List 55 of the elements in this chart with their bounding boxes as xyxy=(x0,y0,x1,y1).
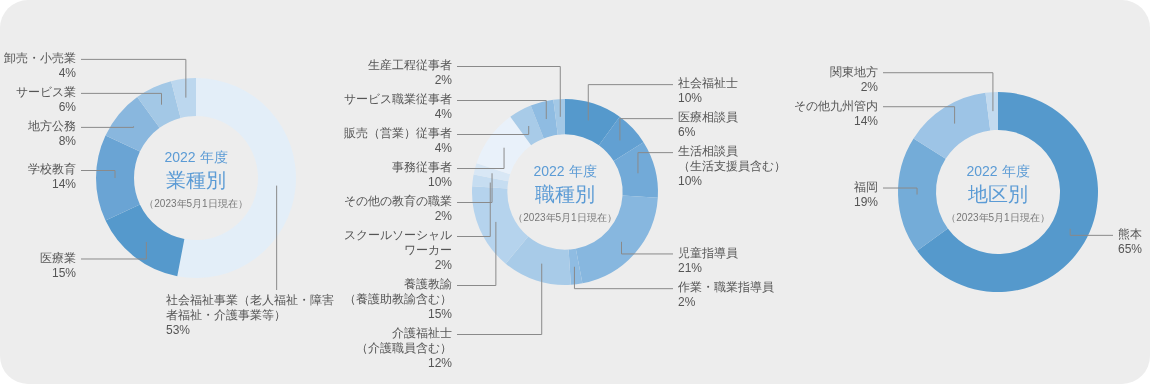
slice-label: サービス業 xyxy=(16,85,76,100)
text: 2022 年度 xyxy=(533,162,597,179)
slice-label: 社会福祉事業（老人福祉・障害者福祉・介護事業等） xyxy=(166,293,334,323)
text: 2022 年度 xyxy=(164,148,228,165)
slice-label: その他の教育の職業 xyxy=(344,194,452,209)
slice-label: 作業・職業指導員 xyxy=(677,280,774,295)
slice-label: 事務従事者 xyxy=(392,160,452,175)
text: 職種別 xyxy=(535,182,595,205)
data-label: 15% xyxy=(427,307,453,322)
data-label: 4% xyxy=(434,107,453,122)
data-label: 4% xyxy=(58,66,77,81)
data-label: 10% xyxy=(427,175,453,190)
data-label: 8% xyxy=(58,134,77,149)
data-label: 53% xyxy=(166,323,191,338)
data-label: 2% xyxy=(434,209,453,224)
data-label: 6% xyxy=(678,125,696,140)
slice-label: 関東地方 xyxy=(830,64,878,79)
slice-label: 生活相談員（生活支援員含む） xyxy=(678,144,786,174)
data-label: 2% xyxy=(678,295,696,310)
data-label: 14% xyxy=(51,177,77,192)
data-label: 10% xyxy=(678,174,703,189)
text: 業種別 xyxy=(166,168,226,191)
data-label: 15% xyxy=(51,265,77,280)
slice-label: 地方公務 xyxy=(27,119,76,134)
data-label: 4% xyxy=(434,141,453,156)
slice-label: 介護福祉士（介護職員含む） xyxy=(356,326,452,356)
slice-label: サービス職業従事者 xyxy=(344,92,452,107)
data-label: 21% xyxy=(678,260,703,275)
data-label: 6% xyxy=(58,100,77,115)
slice-label: 販売（営業）従事者 xyxy=(344,126,452,141)
data-label: 12% xyxy=(427,356,453,371)
slice-label: 医療業 xyxy=(40,250,76,265)
slice-label: 生産工程従事者 xyxy=(368,58,452,73)
slice-label: その他九州管内 xyxy=(794,98,878,113)
data-label: 14% xyxy=(853,113,879,128)
slice-label: 社会福祉士 xyxy=(678,76,738,91)
slice-label: 卸売・小売業 xyxy=(4,51,76,66)
slice-label: 児童指導員 xyxy=(678,245,738,260)
data-label: 2% xyxy=(860,79,879,94)
text: 2022 年度 xyxy=(966,162,1030,179)
text: （2023年5月1日現在） xyxy=(946,211,1050,223)
slice-label: 学校教育 xyxy=(28,162,76,177)
data-label: 65% xyxy=(1118,242,1143,257)
text: 地区別 xyxy=(967,182,1028,205)
data-label: 10% xyxy=(678,91,703,106)
slice-label: 医療相談員 xyxy=(678,110,738,125)
slice-label: スクールソーシャルワーカー xyxy=(344,228,452,258)
data-label: 19% xyxy=(853,194,879,209)
slice-label: 熊本 xyxy=(1118,227,1142,242)
data-label: 2% xyxy=(434,258,453,273)
slice-label: 福岡 xyxy=(854,179,878,194)
text: （2023年5月1日現在） xyxy=(513,211,617,223)
text: （2023年5月1日現在） xyxy=(144,197,248,209)
slice-label: 養護教諭（養護助教諭含む） xyxy=(344,277,452,307)
data-label: 2% xyxy=(434,73,453,88)
